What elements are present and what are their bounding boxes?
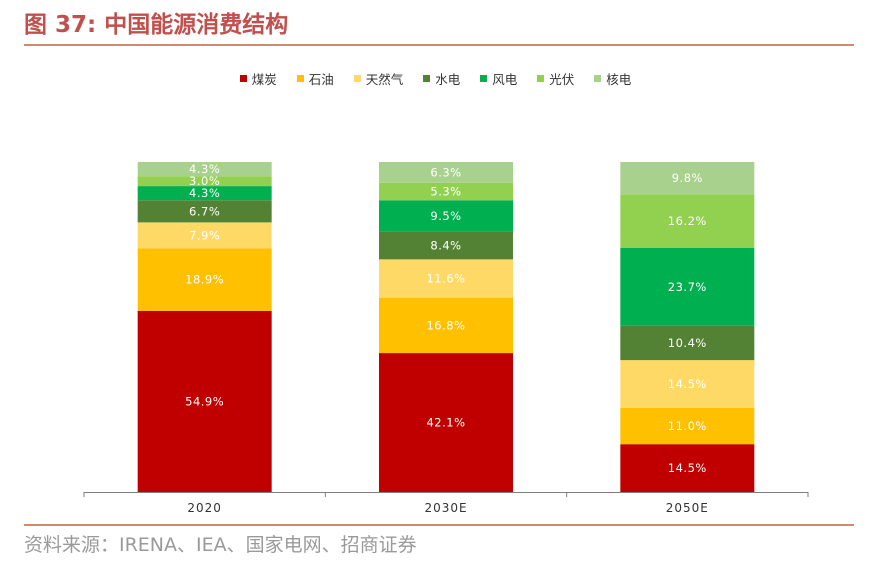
legend-swatch bbox=[296, 74, 304, 82]
bar-segment bbox=[620, 444, 755, 492]
data-label: 11.0% bbox=[668, 419, 707, 433]
data-label: 9.5% bbox=[430, 209, 461, 223]
data-label: 6.7% bbox=[189, 204, 220, 218]
bar-segment bbox=[137, 222, 272, 249]
title-divider bbox=[24, 44, 854, 46]
data-label: 42.1% bbox=[426, 416, 465, 430]
figure-title: 图 37: 中国能源消费结构 bbox=[24, 12, 289, 38]
data-label: 5.3% bbox=[430, 185, 461, 199]
legend-swatch bbox=[353, 74, 361, 82]
legend-label: 石油 bbox=[308, 71, 334, 87]
bar-segment bbox=[379, 200, 513, 232]
bar-segment bbox=[379, 162, 513, 183]
source-note: 资料来源：IRENA、IEA、国家电网、招商证券 bbox=[24, 534, 417, 556]
legend-swatch bbox=[423, 74, 431, 82]
data-label: 54.9% bbox=[185, 394, 224, 408]
bar-segment bbox=[137, 186, 272, 201]
data-label: 6.3% bbox=[430, 165, 461, 179]
legend-item: 光伏 bbox=[537, 69, 574, 88]
data-label: 23.7% bbox=[668, 280, 707, 294]
bar-segment bbox=[137, 310, 272, 492]
x-tick-label: 2020 bbox=[187, 501, 222, 515]
bar-segment bbox=[620, 162, 755, 195]
legend-label: 风电 bbox=[492, 71, 518, 87]
data-label: 9.8% bbox=[672, 171, 703, 185]
bar-segment bbox=[379, 259, 513, 298]
legend-label: 核电 bbox=[606, 71, 632, 87]
bar-segment bbox=[620, 360, 755, 408]
bar-segment bbox=[620, 325, 755, 361]
legend-label: 光伏 bbox=[549, 71, 575, 87]
legend-swatch bbox=[594, 74, 602, 82]
x-tick-label: 2030E bbox=[424, 501, 467, 515]
legend-item: 水电 bbox=[423, 69, 460, 88]
bar-segment bbox=[379, 182, 513, 201]
data-label: 16.2% bbox=[668, 214, 707, 228]
legend-label: 天然气 bbox=[365, 71, 404, 87]
bar-segment bbox=[137, 248, 272, 311]
x-tick-label: 2050E bbox=[666, 501, 709, 515]
data-label: 18.9% bbox=[185, 273, 224, 287]
data-label: 14.5% bbox=[668, 461, 707, 475]
bar-segment bbox=[620, 194, 755, 248]
legend-label: 水电 bbox=[435, 71, 461, 87]
legend-swatch bbox=[480, 74, 488, 82]
bar-segment bbox=[620, 247, 755, 326]
legend-swatch bbox=[239, 74, 247, 82]
bar-segment bbox=[620, 407, 755, 445]
data-label: 16.8% bbox=[426, 318, 465, 332]
data-label: 3.0% bbox=[189, 174, 220, 188]
footer-divider bbox=[24, 524, 854, 526]
bar-segment bbox=[379, 353, 513, 492]
data-label: 11.6% bbox=[426, 271, 465, 285]
data-label: 4.3% bbox=[189, 186, 220, 200]
bar-segment bbox=[379, 231, 513, 260]
legend-item: 石油 bbox=[296, 69, 334, 88]
legend-item: 天然气 bbox=[353, 69, 404, 88]
data-label: 10.4% bbox=[668, 336, 707, 350]
legend-swatch bbox=[537, 74, 545, 82]
legend-label: 煤炭 bbox=[251, 71, 277, 87]
legend-item: 风电 bbox=[480, 69, 517, 88]
data-label: 14.5% bbox=[668, 377, 707, 391]
legend-item: 核电 bbox=[594, 69, 631, 88]
bar-segment bbox=[137, 200, 272, 223]
data-label: 8.4% bbox=[430, 238, 461, 252]
legend-item: 煤炭 bbox=[239, 69, 277, 88]
data-label: 7.9% bbox=[189, 228, 220, 242]
bar-segment bbox=[137, 176, 272, 187]
bar-segment bbox=[379, 297, 513, 354]
data-label: 4.3% bbox=[189, 162, 220, 176]
bar-segment bbox=[137, 162, 272, 177]
chart-legend: 煤炭 石油 天然气 水电 风电 光伏 核电 bbox=[0, 68, 871, 88]
